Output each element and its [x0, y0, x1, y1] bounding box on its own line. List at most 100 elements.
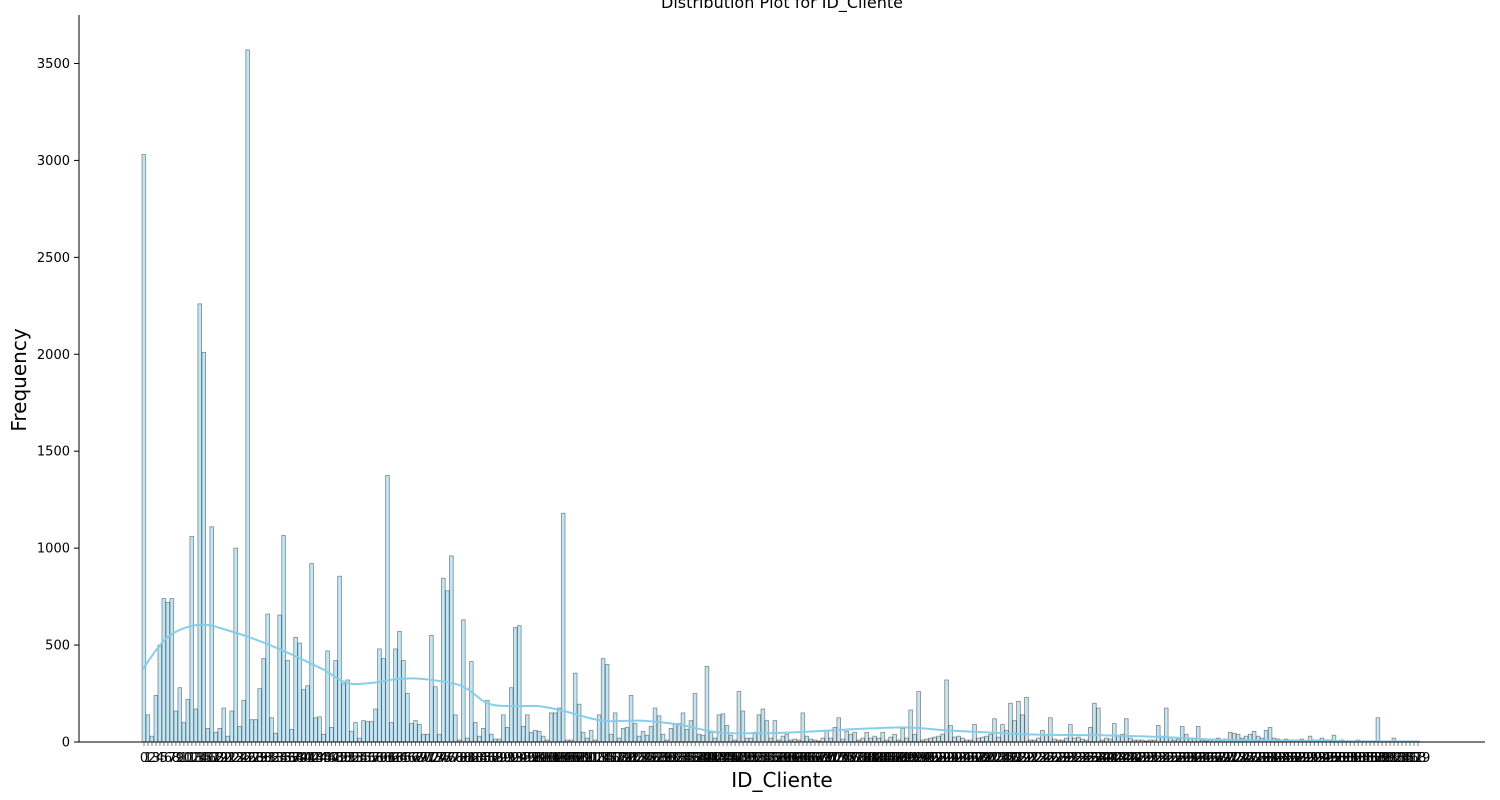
- x-tick-label: 180: [850, 751, 875, 766]
- histogram-bar: [1068, 724, 1073, 743]
- x-tick-label: 277: [1238, 751, 1263, 766]
- x-tick-label: 194: [906, 751, 931, 766]
- x-tick-label: 33: [268, 751, 285, 766]
- histogram-bar: [972, 724, 977, 743]
- x-tick-label: 312: [1378, 751, 1403, 766]
- x-tick-label: 75: [435, 751, 452, 766]
- histogram-bar: [936, 735, 941, 743]
- x-tick-label: 279: [1246, 751, 1271, 766]
- x-tick-label: 113: [583, 751, 608, 766]
- x-tick-label: 45: [315, 751, 332, 766]
- histogram-bar: [345, 679, 350, 743]
- x-tick-label: 234: [1066, 751, 1091, 766]
- x-tick-label: 160: [771, 751, 796, 766]
- x-tick-label: 309: [1366, 751, 1391, 766]
- histogram-bar: [612, 712, 618, 743]
- x-tick-label: 134: [667, 751, 692, 766]
- x-tick-label: 188: [882, 751, 907, 766]
- x-tick-label: 73: [427, 751, 444, 766]
- histogram-bar: [628, 695, 634, 743]
- x-tick-label: 305: [1350, 751, 1375, 766]
- histogram-bar: [405, 693, 410, 743]
- histogram-bar: [341, 683, 346, 743]
- x-tick-label: 233: [1062, 751, 1087, 766]
- x-tick-label: 288: [1282, 751, 1307, 766]
- x-tick-label: 28: [248, 751, 265, 766]
- histogram-bar: [393, 648, 398, 743]
- x-tick-label: 284: [1266, 751, 1291, 766]
- x-tick-label: 199: [926, 751, 951, 766]
- histogram-bar: [1004, 729, 1009, 743]
- x-tick-label: 105: [551, 751, 576, 766]
- histogram-bar: [377, 648, 382, 743]
- x-tick-label: 118: [603, 751, 628, 766]
- x-tick-label: 44: [311, 751, 328, 766]
- histogram-bar: [265, 613, 270, 743]
- histogram-bar: [1036, 737, 1041, 743]
- histogram-bar: [153, 695, 159, 743]
- x-tick-label: 133: [663, 751, 688, 766]
- histogram-bar: [656, 715, 662, 743]
- x-tick-label: 297: [1318, 751, 1343, 766]
- histogram-bar: [277, 614, 282, 743]
- x-tick-label: 138: [683, 751, 708, 766]
- histogram-bar: [992, 718, 997, 743]
- x-tick-label: 217: [998, 751, 1023, 766]
- y-axis-label: Frequency: [7, 328, 31, 431]
- x-tick-label: 12: [184, 751, 201, 766]
- x-tick-label: 182: [858, 751, 883, 766]
- x-tick-label: 107: [559, 751, 584, 766]
- histogram-bar: [552, 712, 558, 743]
- x-tick-label: 80: [455, 751, 472, 766]
- histogram-bar: [996, 736, 1001, 743]
- x-tick-label: 317: [1398, 751, 1423, 766]
- histogram-bar: [572, 672, 578, 743]
- histogram-bar: [740, 710, 746, 743]
- x-tick-label: 300: [1330, 751, 1355, 766]
- histogram-bar: [149, 735, 155, 743]
- histogram-bar: [505, 727, 510, 743]
- x-tick-label: 190: [890, 751, 915, 766]
- x-tick-label: 55: [355, 751, 372, 766]
- x-tick-label: 253: [1142, 751, 1167, 766]
- x-tick-label: 83: [467, 751, 484, 766]
- x-tick-label: 196: [914, 751, 939, 766]
- x-tick-label: 145: [711, 751, 736, 766]
- x-tick-label: 94: [511, 751, 528, 766]
- x-tick-label: 227: [1038, 751, 1063, 766]
- histogram-bar: [984, 735, 989, 743]
- x-tick-label: 271: [1214, 751, 1239, 766]
- histogram-bar: [197, 303, 203, 743]
- x-tick-label: 212: [978, 751, 1003, 766]
- x-tick-label: 215: [990, 751, 1015, 766]
- histogram-bar: [608, 733, 614, 743]
- x-tick-label: 278: [1242, 751, 1267, 766]
- histogram-bar: [229, 710, 234, 743]
- histogram-bar: [616, 737, 622, 743]
- x-tick-label: 91: [499, 751, 516, 766]
- histogram-bar: [349, 730, 354, 743]
- x-tick-label: 71: [419, 751, 436, 766]
- x-tick-label: 140: [691, 751, 716, 766]
- x-tick-label: 26: [240, 751, 257, 766]
- y-tick-label: 2000: [37, 348, 70, 363]
- x-tick-label: 283: [1262, 751, 1287, 766]
- x-tick-label: 76: [439, 751, 456, 766]
- histogram-bar: [237, 726, 242, 743]
- x-tick-label: 147: [719, 751, 744, 766]
- x-tick-label: 242: [1098, 751, 1123, 766]
- histogram-bar: [1072, 737, 1077, 743]
- x-tick-label: 21: [220, 751, 237, 766]
- x-tick-label: 29: [252, 751, 269, 766]
- x-tick-label: 52: [343, 751, 360, 766]
- x-tick-label: 307: [1358, 751, 1383, 766]
- histogram-bar: [680, 712, 686, 743]
- x-tick-label: 39: [291, 751, 308, 766]
- x-tick-label: 292: [1298, 751, 1323, 766]
- histogram-bar: [820, 737, 826, 743]
- x-tick-label: 176: [834, 751, 859, 766]
- x-tick-label: 108: [563, 751, 588, 766]
- x-tick-label: 30: [256, 751, 273, 766]
- x-tick-label: 213: [982, 751, 1007, 766]
- x-tick-label: 186: [874, 751, 899, 766]
